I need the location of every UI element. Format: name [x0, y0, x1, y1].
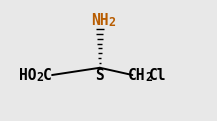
Text: Cl: Cl	[149, 68, 166, 83]
Text: 2: 2	[108, 16, 115, 30]
Text: HO: HO	[20, 68, 37, 83]
Text: 2: 2	[145, 71, 152, 84]
Text: NH: NH	[91, 13, 108, 28]
Text: 2: 2	[37, 71, 44, 84]
Text: CH: CH	[128, 68, 145, 83]
Text: C: C	[43, 68, 52, 83]
Text: S: S	[95, 68, 104, 83]
